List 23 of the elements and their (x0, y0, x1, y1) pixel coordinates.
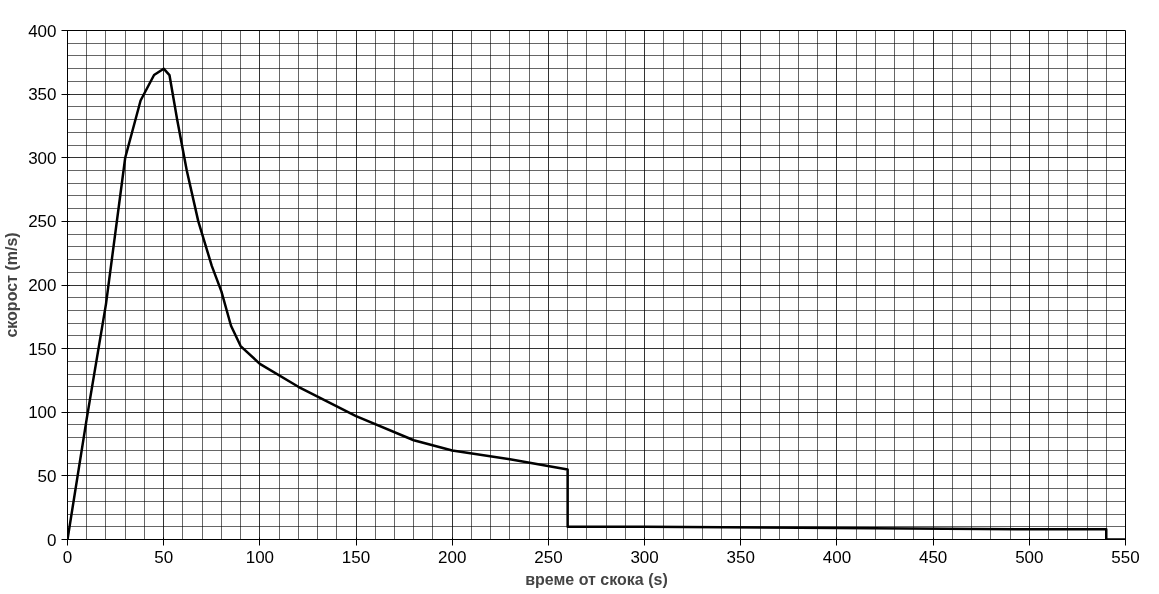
y-tick-label: 100 (28, 403, 57, 423)
y-tick-label: 200 (28, 276, 57, 295)
y-tick-label: 400 (28, 21, 57, 41)
y-axis-title: скорост (m/s) (3, 232, 21, 338)
y-tick-label: 150 (28, 339, 57, 359)
x-axis-title: време от скока (s) (525, 570, 668, 588)
y-tick-label: 250 (28, 212, 57, 232)
x-tick-label: 500 (1015, 547, 1044, 567)
y-tick-label: 300 (28, 148, 57, 168)
x-tick-label: 100 (245, 547, 275, 567)
x-tick-label: 300 (630, 547, 659, 567)
y-tick-label: 50 (37, 466, 57, 486)
x-tick-label: 350 (726, 547, 755, 567)
x-tick-label: 550 (1111, 547, 1140, 567)
y-tick-label: 350 (28, 85, 57, 105)
x-tick-label: 400 (822, 547, 852, 567)
x-tick-label: 50 (154, 547, 174, 567)
x-tick-label: 0 (62, 547, 73, 567)
x-tick-label: 250 (534, 547, 563, 567)
x-tick-label: 200 (438, 547, 467, 567)
x-tick-label: 150 (341, 547, 371, 567)
x-tick-label: 450 (918, 547, 948, 567)
y-tick-label: 0 (47, 530, 57, 550)
